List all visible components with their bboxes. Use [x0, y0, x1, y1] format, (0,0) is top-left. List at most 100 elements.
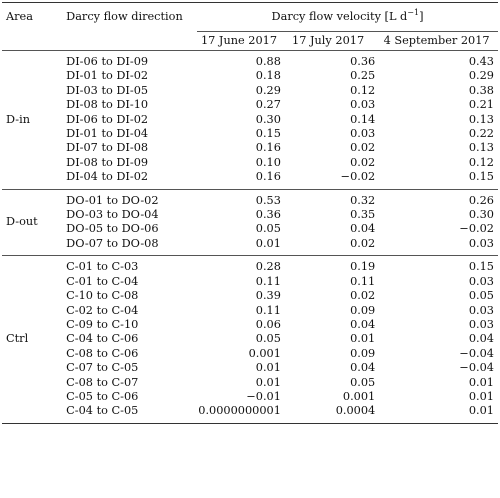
velocity-cell-date-3: 0.03: [468, 303, 494, 317]
velocity-cell-date-1: 0.10: [255, 155, 281, 169]
velocity-cell-date-1: 0.15: [255, 127, 281, 141]
velocity-cell-date-3: 0.15: [468, 260, 494, 274]
velocity-cell-date-1: 0.11: [255, 274, 281, 288]
velocity-cell-date-2: 0.09: [350, 303, 376, 317]
table-row: Ctrl C-01 to C-03 0.28 0.19 0.15: [2, 255, 498, 424]
table-row: DO-07 to DO-08 0.01 0.02 0.03: [2, 236, 498, 257]
direction-cell: DI-06 to DI-09: [66, 55, 149, 68]
direction-cell: DI-07 to DI-08: [66, 141, 149, 155]
velocity-cell-date-3: 0.03: [468, 274, 494, 288]
table-row: C-05 to C-06 −0.01 0.001 0.01: [2, 390, 498, 404]
velocity-cell-date-1: 0.36: [255, 208, 281, 222]
velocity-cell-date-3: 0.05: [468, 289, 494, 303]
table-row: DI-01 to DI-02 0.18 0.25 0.29: [2, 69, 498, 83]
velocity-cell-date-2: 0.04: [350, 317, 376, 331]
direction-cell: C-08 to C-07: [66, 375, 139, 389]
velocity-cell-date-1: 0.05: [255, 332, 281, 346]
header-date-3: 4 September 2017: [375, 31, 498, 51]
velocity-cell-date-1: 0.01: [255, 375, 281, 389]
header-date-1: 17 June 2017: [197, 31, 281, 51]
velocity-cell-date-3: 0.22: [468, 127, 494, 141]
velocity-cell-date-2: 0.04: [350, 222, 376, 236]
velocity-cell-date-1: 0.11: [255, 303, 281, 317]
velocity-cell-date-1: 0.18: [255, 69, 281, 83]
velocity-cell-date-2: 0.03: [350, 98, 376, 112]
table-row: C-02 to C-04 0.11 0.09 0.03: [2, 304, 498, 318]
darcy-flow-table: Area Darcy flow direction Darcy flow vel…: [2, 2, 498, 424]
velocity-cell-date-1: 0.16: [255, 141, 281, 155]
velocity-cell-date-3: −0.04: [459, 346, 494, 360]
velocity-cell-date-3: 0.13: [468, 112, 494, 126]
table-row: DI-07 to DI-08 0.16 0.02 0.13: [2, 141, 498, 155]
velocity-cell-date-3: 0.03: [468, 317, 494, 331]
direction-cell: C-08 to C-06: [66, 346, 139, 360]
area-cell: D-out: [2, 189, 63, 257]
velocity-cell-date-2: 0.09: [350, 346, 376, 360]
velocity-cell-date-1: 0.39: [255, 289, 281, 303]
velocity-cell-date-3: 0.01: [468, 375, 494, 389]
velocity-cell-date-1: 0.01: [197, 236, 281, 257]
header-row-1: Area Darcy flow direction Darcy flow vel…: [2, 2, 498, 32]
velocity-cell-date-1: 0.001: [248, 346, 281, 360]
area-cell: Ctrl: [2, 255, 63, 424]
direction-cell: DI-01 to DI-02: [66, 69, 149, 83]
velocity-cell-date-2: 0.02: [350, 141, 376, 155]
velocity-cell-date-2: 0.35: [350, 208, 376, 222]
velocity-cell-date-3: 0.43: [468, 55, 494, 68]
direction-cell: C-10 to C-08: [66, 289, 139, 303]
velocity-cell-date-3: 0.38: [468, 83, 494, 97]
area-cell: D-in: [2, 50, 63, 190]
direction-cell: C-04 to C-05: [62, 404, 198, 424]
velocity-cell-date-3: 0.03: [375, 236, 498, 257]
velocity-cell-date-3: 0.26: [468, 193, 494, 207]
table-row: C-08 to C-06 0.001 0.09 −0.04: [2, 347, 498, 361]
velocity-cell-date-2: 0.36: [350, 55, 376, 68]
velocity-cell-date-1: 0.01: [255, 361, 281, 375]
direction-cell: DI-01 to DI-04: [66, 127, 149, 141]
velocity-cell-date-3: 0.04: [468, 332, 494, 346]
direction-cell: C-02 to C-04: [66, 303, 139, 317]
velocity-cell-date-2: 0.02: [280, 236, 376, 257]
header-velocity-unit-sup: −1: [407, 8, 420, 18]
table-row: DI-08 to DI-09 0.10 0.02 0.12: [2, 156, 498, 170]
velocity-cell-date-3: 0.21: [468, 98, 494, 112]
direction-cell: DO-03 to DO-04: [66, 208, 159, 222]
table-row: C-08 to C-07 0.01 0.05 0.01: [2, 376, 498, 390]
direction-cell: DI-04 to DI-02: [62, 170, 198, 190]
direction-cell: DI-03 to DI-05: [66, 83, 149, 97]
table-row: D-out DO-01 to DO-02 0.53 0.32 0.26: [2, 189, 498, 257]
header-velocity-group: Darcy flow velocity [L d−1]: [197, 2, 498, 32]
velocity-cell-date-2: 0.19: [350, 260, 376, 274]
velocity-cell-date-2: 0.03: [350, 127, 376, 141]
direction-cell: C-01 to C-04: [66, 274, 139, 288]
velocity-cell-date-3: 0.01: [375, 404, 498, 424]
direction-cell: C-05 to C-06: [66, 389, 139, 403]
table-row: D-in DI-06 to DI-09 0.88 0.36 0.43: [2, 50, 498, 190]
table-row: C-07 to C-05 0.01 0.04 −0.04: [2, 361, 498, 375]
header-row-2: 17 June 2017 17 July 2017 4 September 20…: [2, 31, 498, 51]
velocity-cell-date-2: 0.05: [350, 375, 376, 389]
velocity-cell-date-2: 0.01: [350, 332, 376, 346]
velocity-cell-date-2: 0.02: [350, 289, 376, 303]
velocity-cell-date-2: 0.25: [350, 69, 376, 83]
velocity-cell-date-1: 0.16: [197, 170, 281, 190]
direction-cell: C-01 to C-03: [66, 260, 139, 274]
table-row: C-01 to C-04 0.11 0.11 0.03: [2, 275, 498, 289]
velocity-cell-date-1: 0.27: [255, 98, 281, 112]
direction-cell: DO-05 to DO-06: [66, 222, 159, 236]
table-row: C-09 to C-10 0.06 0.04 0.03: [2, 318, 498, 332]
velocity-cell-date-2: 0.32: [350, 193, 376, 207]
header-area: Area: [6, 10, 33, 23]
velocity-cell-date-3: 0.13: [468, 141, 494, 155]
table-row: DI-06 to DI-02 0.30 0.14 0.13: [2, 113, 498, 127]
velocity-cell-date-3: 0.15: [375, 170, 498, 190]
table-row: DI-03 to DI-05 0.29 0.12 0.38: [2, 84, 498, 98]
direction-cell: DI-08 to DI-09: [66, 155, 149, 169]
velocity-cell-date-3: −0.02: [459, 222, 494, 236]
velocity-cell-date-1: 0.53: [255, 193, 281, 207]
header-velocity-close: ]: [419, 9, 424, 23]
table-row: DO-05 to DO-06 0.05 0.04 −0.02: [2, 222, 498, 236]
table-row: C-04 to C-05 0.0000000001 0.0004 0.01: [2, 404, 498, 424]
direction-cell: DO-07 to DO-08: [62, 236, 198, 257]
